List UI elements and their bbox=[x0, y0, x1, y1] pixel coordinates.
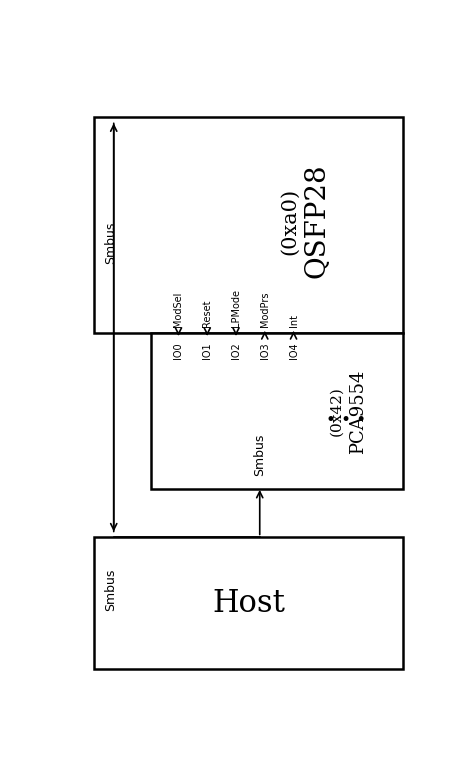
Text: Smbus: Smbus bbox=[253, 434, 266, 476]
Text: • • •: • • • bbox=[325, 411, 365, 429]
Text: QSFP28: QSFP28 bbox=[302, 164, 329, 278]
Text: IO2: IO2 bbox=[231, 343, 240, 359]
Text: PCA9554: PCA9554 bbox=[348, 369, 366, 453]
Bar bbox=[94, 118, 402, 333]
Text: IO3: IO3 bbox=[259, 343, 269, 359]
Bar bbox=[94, 538, 402, 669]
Text: ModPrs: ModPrs bbox=[259, 292, 269, 327]
Text: (0x42): (0x42) bbox=[329, 386, 343, 436]
Text: LPMode: LPMode bbox=[231, 290, 240, 327]
Text: Host: Host bbox=[212, 588, 284, 619]
Text: Reset: Reset bbox=[202, 300, 212, 327]
Text: Smbus: Smbus bbox=[103, 569, 116, 612]
Text: IO1: IO1 bbox=[202, 343, 212, 359]
Text: Smbus: Smbus bbox=[103, 221, 116, 264]
Bar bbox=[151, 333, 402, 489]
Text: (0xa0): (0xa0) bbox=[280, 188, 299, 255]
Text: ModSel: ModSel bbox=[173, 292, 183, 327]
Text: IO0: IO0 bbox=[173, 343, 183, 359]
Text: IO4: IO4 bbox=[288, 343, 298, 359]
Text: Int: Int bbox=[288, 315, 298, 327]
